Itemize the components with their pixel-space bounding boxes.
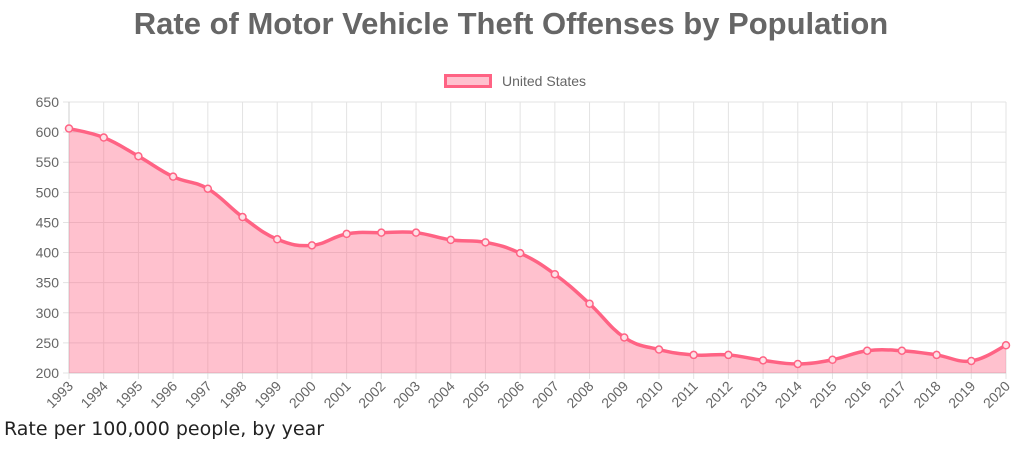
data-point-2015[interactable] bbox=[828, 355, 837, 365]
x-tick-label: 2019 bbox=[945, 378, 978, 411]
x-tick-label: 2005 bbox=[459, 378, 492, 411]
data-point-1998[interactable] bbox=[238, 212, 247, 222]
data-point-2009[interactable] bbox=[620, 333, 629, 342]
data-point-2018[interactable] bbox=[932, 350, 941, 360]
x-tick-label: 2006 bbox=[494, 378, 527, 411]
y-tick-label: 300 bbox=[36, 305, 60, 321]
y-tick-label: 200 bbox=[36, 365, 60, 381]
x-tick-label: 2020 bbox=[980, 378, 1013, 411]
data-point-2016[interactable] bbox=[862, 346, 872, 355]
x-tick-label: 2002 bbox=[355, 378, 388, 411]
y-tick-label: 400 bbox=[36, 245, 60, 261]
x-tick-label: 2016 bbox=[841, 378, 874, 411]
data-point-1997[interactable] bbox=[203, 184, 213, 193]
data-point-2019[interactable] bbox=[967, 356, 976, 366]
y-tick-label: 650 bbox=[36, 94, 60, 110]
data-point-2000[interactable] bbox=[307, 241, 317, 250]
x-tick-label: 2001 bbox=[320, 378, 353, 411]
data-point-2010[interactable] bbox=[654, 345, 664, 354]
data-point-1996[interactable] bbox=[168, 172, 178, 181]
x-tick-labels: 1993 1994 1995 1996 1997 1998 1999 2000 2001 2002… bbox=[43, 378, 1013, 411]
y-tick-labels: 200 250 300 350 400 450 500 550 600 650 bbox=[36, 94, 60, 381]
axes bbox=[68, 102, 1006, 374]
x-tick-label: 1993 bbox=[43, 378, 76, 411]
chart-caption: Rate per 100,000 people, by year bbox=[4, 418, 325, 440]
data-point-2011[interactable] bbox=[689, 350, 698, 360]
data-point-2012[interactable] bbox=[724, 350, 733, 360]
x-tick-label: 1994 bbox=[77, 378, 110, 411]
x-tick-label: 2000 bbox=[286, 378, 319, 411]
x-tick-label: 2017 bbox=[876, 378, 909, 411]
x-tick-label: 2007 bbox=[529, 378, 562, 411]
data-point-1999[interactable] bbox=[272, 235, 282, 244]
data-point-1993[interactable] bbox=[64, 124, 74, 133]
data-point-2006[interactable] bbox=[515, 248, 525, 258]
x-tick-label: 2009 bbox=[598, 378, 631, 411]
x-tick-label: 1995 bbox=[112, 378, 145, 411]
data-point-2007[interactable] bbox=[550, 269, 560, 279]
data-point-2001[interactable] bbox=[342, 229, 351, 239]
legend[interactable]: United States bbox=[444, 70, 586, 92]
data-point-2013[interactable] bbox=[758, 356, 768, 365]
data-point-2003[interactable] bbox=[411, 228, 421, 237]
area-fill bbox=[69, 128, 1006, 373]
data-points bbox=[64, 124, 1011, 369]
data-point-2008[interactable] bbox=[585, 299, 594, 308]
x-tick-label: 2014 bbox=[772, 378, 805, 411]
series-line bbox=[68, 126, 1007, 366]
x-tick-label: 1998 bbox=[216, 378, 249, 411]
chart-title: Rate of Motor Vehicle Theft Offenses by … bbox=[133, 6, 889, 41]
x-tick-label: 2010 bbox=[633, 378, 666, 411]
y-tick-label: 600 bbox=[36, 124, 60, 140]
legend-swatch bbox=[444, 74, 492, 88]
data-point-2020[interactable] bbox=[1001, 341, 1011, 350]
data-point-1995[interactable] bbox=[134, 151, 143, 161]
grid bbox=[63, 101, 1007, 379]
data-point-2002[interactable] bbox=[377, 228, 386, 237]
x-tick-label: 1996 bbox=[147, 378, 180, 411]
y-tick-label: 550 bbox=[36, 154, 60, 170]
x-tick-label: 2003 bbox=[390, 378, 423, 411]
x-tick-label: 2018 bbox=[910, 378, 943, 411]
x-tick-label: 2008 bbox=[563, 378, 596, 411]
y-tick-label: 350 bbox=[36, 275, 60, 291]
x-tick-label: 2004 bbox=[425, 378, 458, 411]
x-tick-label: 2015 bbox=[806, 378, 839, 411]
x-tick-label: 2011 bbox=[668, 378, 701, 411]
y-tick-label: 450 bbox=[36, 214, 60, 230]
legend-label: United States bbox=[502, 73, 587, 89]
x-tick-label: 1997 bbox=[182, 378, 215, 411]
y-tick-label: 500 bbox=[36, 184, 60, 200]
x-tick-label: 2012 bbox=[702, 378, 735, 411]
data-point-2004[interactable] bbox=[446, 235, 455, 245]
x-tick-label: 1999 bbox=[251, 378, 284, 411]
data-point-2014[interactable] bbox=[793, 359, 803, 369]
data-point-1994[interactable] bbox=[99, 133, 108, 142]
data-point-2005[interactable] bbox=[481, 238, 490, 247]
y-tick-label: 250 bbox=[36, 335, 60, 351]
x-tick-label: 2013 bbox=[737, 378, 770, 411]
data-point-2017[interactable] bbox=[897, 346, 907, 355]
